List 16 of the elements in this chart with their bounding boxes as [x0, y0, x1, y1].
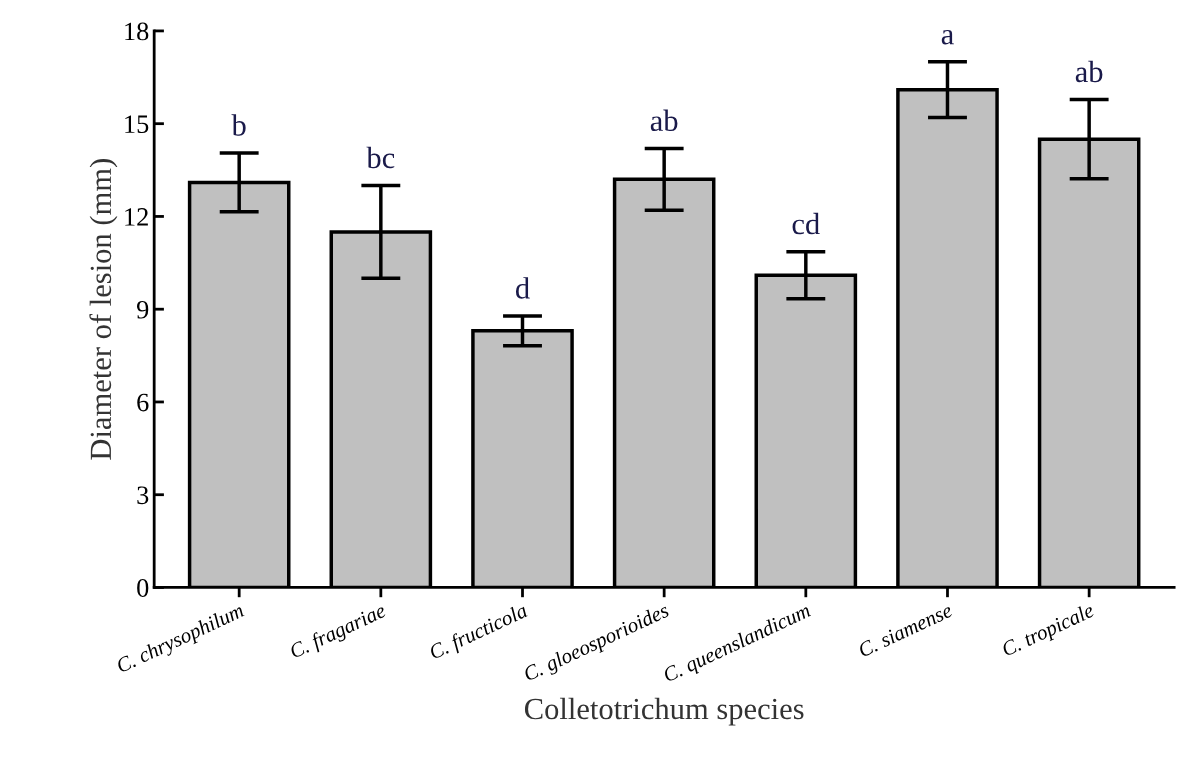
annotation: d [515, 277, 530, 299]
annotation: a [941, 29, 954, 45]
y-tick-label: 6 [137, 393, 149, 412]
y-tick-label: 12 [125, 208, 148, 226]
y-tick-label: 9 [136, 300, 149, 319]
annotation: b [231, 114, 246, 136]
y-axis-title: Diameter of lesion (mm) [89, 159, 118, 460]
y-tick-label: 18 [125, 22, 149, 41]
annotation: ab [1075, 60, 1103, 83]
annotation: bc [366, 146, 395, 169]
x-axis-title: Colletotrichum species [524, 697, 804, 726]
y-tick-label: 3 [137, 486, 149, 505]
annotation: ab [650, 109, 678, 132]
y-tick-label: 0 [137, 579, 149, 597]
annotation: cd [792, 212, 820, 235]
y-tick-label: 15 [125, 115, 149, 134]
